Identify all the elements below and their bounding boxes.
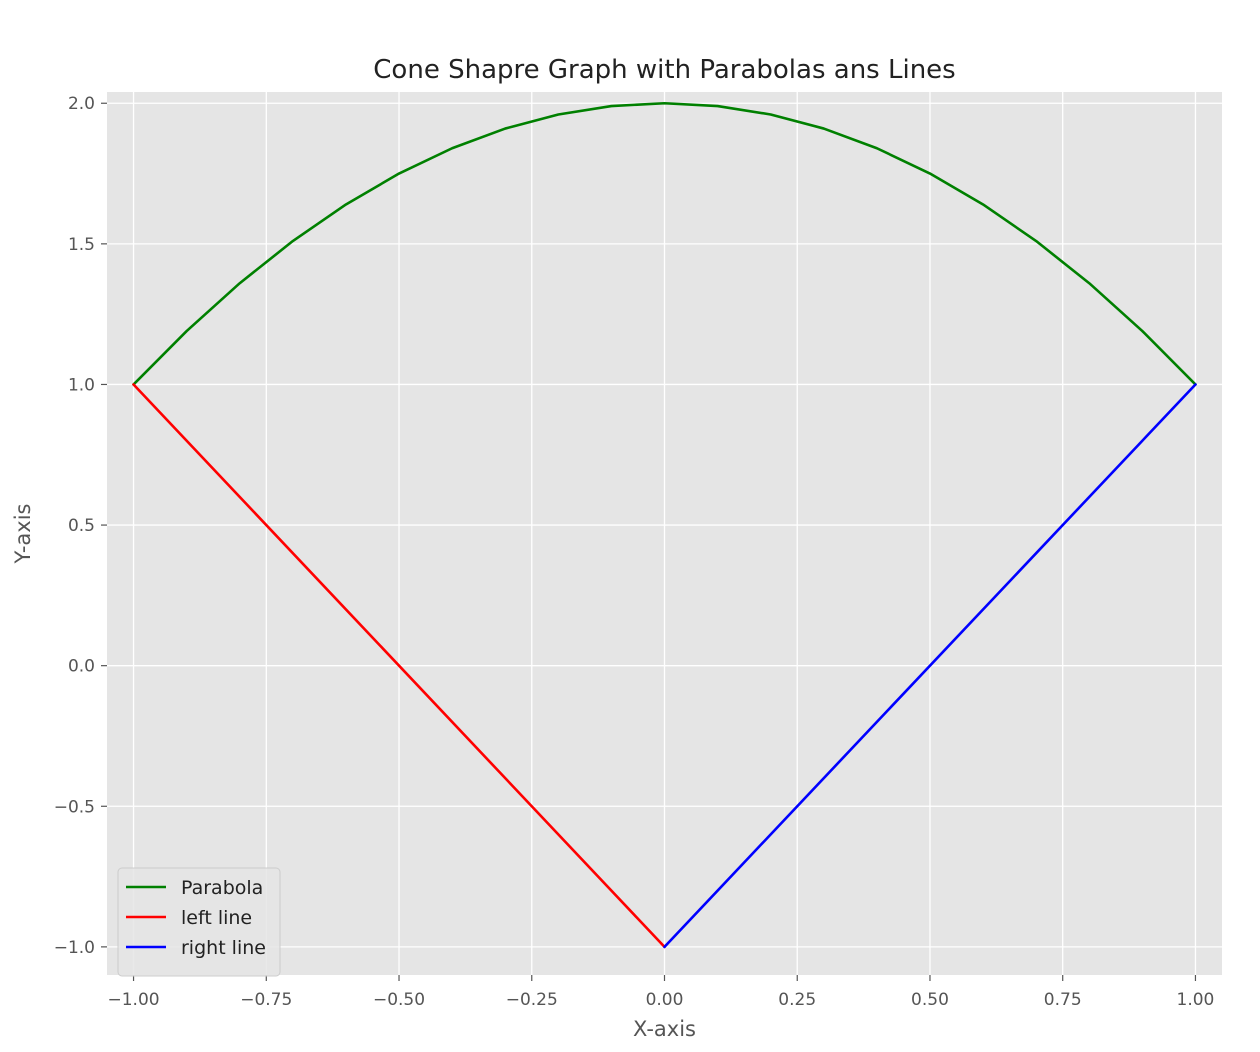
x-tick-label: 1.00	[1177, 990, 1215, 1010]
x-tick-label: 0.25	[778, 990, 816, 1010]
x-axis-label: X-axis	[633, 1017, 696, 1041]
legend-label: right line	[181, 937, 266, 959]
series-line-parabola	[132, 101, 1197, 386]
y-axis-label: Y-axis	[11, 504, 35, 565]
series-line-right-line	[663, 383, 1197, 949]
x-tick-label: 0.75	[1044, 990, 1082, 1010]
series-lines	[132, 101, 1197, 949]
x-tick-label: −1.00	[107, 990, 159, 1010]
series-line-left-line	[132, 383, 666, 949]
y-tick-label: 1.5	[68, 235, 95, 255]
legend-label: Parabola	[181, 877, 263, 899]
legend-label: left line	[181, 907, 252, 929]
y-tick-label: 0.5	[68, 516, 95, 536]
chart-title: Cone Shapre Graph with Parabolas ans Lin…	[373, 55, 955, 85]
x-tick-label: −0.25	[506, 990, 558, 1010]
legend-box	[117, 867, 281, 977]
x-tick-label: −0.50	[373, 990, 425, 1010]
x-tick-label: 0.50	[911, 990, 949, 1010]
y-tick-label: 1.0	[68, 375, 95, 395]
y-tick-label: −0.5	[54, 797, 95, 817]
legend: Parabola left line right line	[117, 867, 281, 977]
axis-ticks: −1.00 −0.75 −0.50 −0.25 0.00 0.25 0.50 0.75 1.00…	[54, 94, 1215, 1010]
y-tick-label: −1.0	[54, 938, 95, 958]
y-tick-label: 0.0	[68, 657, 95, 677]
x-tick-label: −0.75	[240, 990, 292, 1010]
y-tick-label: 2.0	[68, 94, 95, 114]
x-tick-label: 0.00	[646, 990, 684, 1010]
